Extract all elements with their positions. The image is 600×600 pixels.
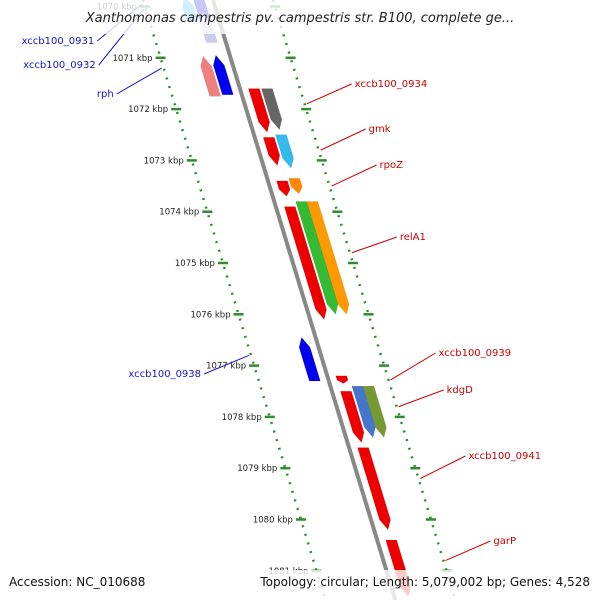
gene-label-rpoZ: rpoZ: [380, 160, 404, 171]
tick-label: 1072 kbp: [128, 105, 168, 115]
gene-arrow-feature-13: [306, 201, 350, 315]
gene-label-xccb100_0932: xccb100_0932: [23, 60, 96, 71]
label-leader-line: [351, 236, 397, 254]
gene-arrow-feature-18: [362, 385, 387, 438]
tick-label: 1078 kbp: [222, 413, 262, 423]
gene-arrow-kdgD: [340, 391, 365, 444]
gene-label-xccb100_0931: xccb100_0931: [22, 36, 95, 47]
accession-text: Accession: NC_010688: [9, 575, 145, 589]
gene-arrow-feature-17: [351, 385, 376, 438]
gene-label-relA1: relA1: [400, 232, 426, 243]
gene-label-garP: garP: [493, 536, 516, 547]
tick-label: 1071 kbp: [113, 54, 153, 64]
reverse-track-line: [141, 0, 327, 600]
tick-label: 1074 kbp: [159, 208, 199, 218]
gene-arrow-xccb100_0939: [335, 375, 349, 384]
gene-arrow-feature-6: [261, 88, 283, 131]
gene-label-xccb100_0939: xccb100_0939: [439, 348, 512, 359]
footer-backdrop: [0, 570, 600, 600]
tick-label: 1073 kbp: [144, 156, 184, 166]
label-leader-line: [420, 455, 466, 479]
gene-arrow-rph: [200, 55, 222, 97]
genome-backbone: [211, 0, 398, 600]
label-leader-line: [390, 352, 436, 381]
gene-arrow-gmk: [262, 137, 281, 167]
tick-label: 1079 kbp: [237, 464, 277, 474]
label-leader-line: [306, 83, 352, 105]
gene-features: [182, 0, 412, 597]
label-leader-line: [320, 128, 366, 151]
tick-label: 1077 kbp: [206, 362, 246, 372]
gene-arrow-feature-8: [275, 134, 294, 169]
label-leader-line: [116, 67, 162, 95]
gene-arrow-feature-10: [288, 178, 303, 195]
gene-label-rph: rph: [97, 89, 114, 100]
gene-arrow-feature-12: [295, 201, 339, 315]
gene-arrow-xccb100_0934: [248, 88, 270, 133]
gene-arrow-xccb100_0941: [357, 447, 391, 531]
tick-label: 1076 kbp: [190, 310, 230, 320]
tick-label: 1075 kbp: [175, 259, 215, 269]
genome-summary-text: Topology: circular; Length: 5,079,002 bp…: [259, 575, 590, 589]
label-leader-line: [398, 389, 444, 408]
gene-label-xccb100_0934: xccb100_0934: [355, 79, 428, 90]
label-leader-line: [203, 354, 250, 375]
gene-label-xccb100_0941: xccb100_0941: [468, 451, 541, 462]
forward-track-line: [271, 0, 457, 600]
gene-arrow-feature-3: [213, 54, 234, 95]
gene-label-xccb100_0938: xccb100_0938: [128, 369, 201, 380]
gene-arrow-relA1: [283, 206, 327, 320]
label-leader-line: [445, 540, 491, 561]
gene-label-gmk: gmk: [369, 124, 391, 135]
label-leader-line: [331, 164, 377, 187]
title-backdrop: [0, 0, 600, 34]
gene-label-kdgD: kdgD: [447, 385, 473, 396]
gene-arrow-rpoZ: [276, 180, 291, 197]
tick-label: 1080 kbp: [253, 516, 293, 526]
track-lines: [141, 0, 457, 600]
map-title: Xanthomonas campestris pv. campestris st…: [85, 11, 515, 26]
gene-arrow-xccb100_0938: [298, 336, 321, 382]
